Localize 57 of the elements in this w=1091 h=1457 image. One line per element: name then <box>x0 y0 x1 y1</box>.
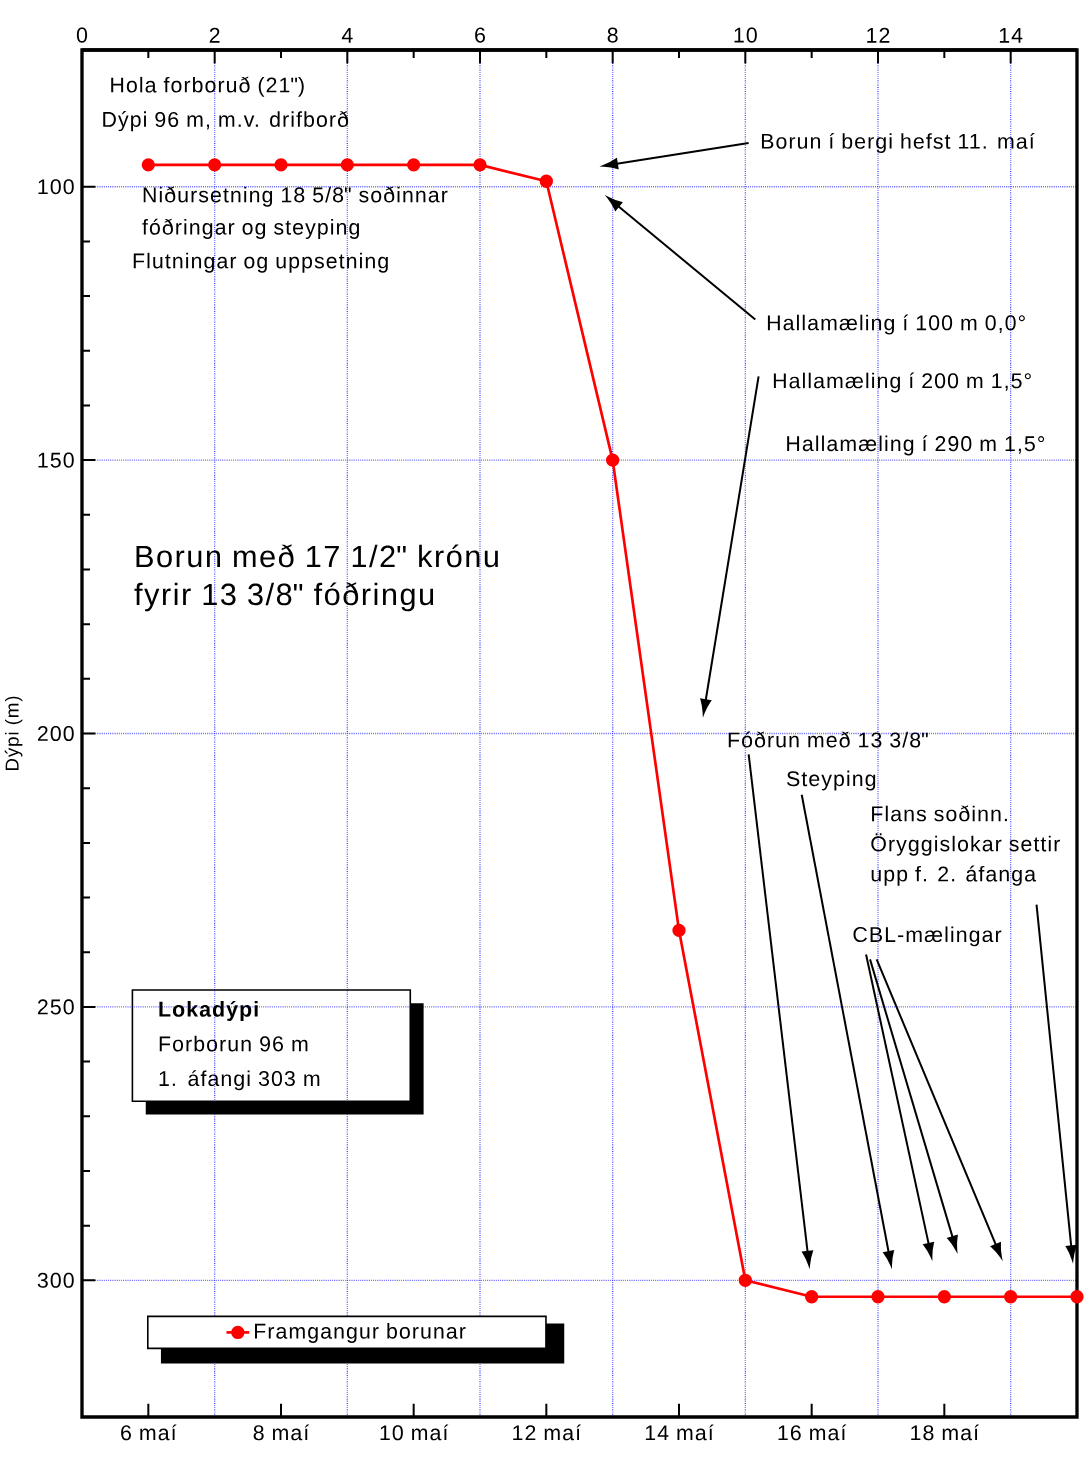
y-axis-title: Dýpi (m) <box>4 696 23 771</box>
x2-tick-label: 2 <box>209 27 220 43</box>
annotation: Hallamæling í 290 m 1,5° <box>787 435 1045 456</box>
annotation: Steyping <box>787 770 876 791</box>
x-tick-label: 8 maí <box>253 1424 310 1441</box>
point <box>406 158 421 172</box>
x2-tick-label: 14 <box>999 27 1023 43</box>
x2-tick-label: 6 <box>475 27 485 43</box>
annotation: upp f. 2. áfanga <box>871 865 1037 886</box>
annotation: Borun í bergi hefst 11. maí <box>761 132 1035 154</box>
annotation: Hola forboruð (21") <box>111 76 304 97</box>
annotation: Hallamæling í 200 m 1,5° <box>773 372 1031 393</box>
point <box>340 158 354 172</box>
annotation: Niðursetning 18 5/8" soðinnar <box>143 186 448 207</box>
x2-tick-label: 4 <box>341 27 353 43</box>
y-tick-label: 250 <box>37 999 74 1015</box>
point <box>1070 1290 1084 1304</box>
x2-tick-label: 0 <box>76 27 88 43</box>
x-tick-label: 16 maí <box>778 1424 847 1441</box>
y-tick-label: 200 <box>37 725 74 742</box>
annotation: Flans soðinn. <box>872 805 1007 822</box>
x-tick-label: 12 maí <box>513 1424 581 1441</box>
point <box>672 923 686 938</box>
annotation: Flutningar og uppsetning <box>133 252 388 273</box>
annotation: fóðringar og steyping <box>142 218 359 239</box>
annotation: fyrir 13 3/8" fóðringu <box>134 582 434 612</box>
annotation: Lokadýpi <box>159 1000 258 1021</box>
x-tick-label: 18 maí <box>911 1424 979 1441</box>
x2-tick-label: 12 <box>867 27 890 43</box>
x-tick-label: 14 maí <box>645 1424 714 1441</box>
annotation: Fóðrun með 13 3/8" <box>728 731 928 748</box>
y-tick-label: 100 <box>38 179 74 195</box>
x-tick-label: 6 maí <box>121 1424 177 1441</box>
x2-tick-label: 10 <box>734 27 757 43</box>
x-tick-label: 10 maí <box>380 1424 449 1441</box>
point <box>605 453 620 467</box>
point <box>937 1290 951 1304</box>
point <box>141 158 156 172</box>
point <box>871 1290 885 1304</box>
y-tick-label: 150 <box>38 452 74 468</box>
point <box>539 174 553 188</box>
point <box>274 158 288 172</box>
point <box>738 1273 753 1287</box>
annotation: 1. áfangi 303 m <box>159 1070 320 1091</box>
point <box>1003 1290 1018 1304</box>
point <box>804 1290 819 1304</box>
point <box>207 158 222 172</box>
x2-tick-label: 8 <box>607 27 618 43</box>
annotation: Hallamæling í 100 m 0,0° <box>767 314 1025 335</box>
annotation: CBL-mælingar <box>853 926 1002 947</box>
annotation: Forborun 96 m <box>159 1035 308 1052</box>
point <box>473 158 487 172</box>
annotation: Borun með 17 1/2" krónu <box>136 544 498 568</box>
annotation: Öryggislokar settir <box>871 833 1060 856</box>
y-tick-label: 300 <box>37 1272 74 1288</box>
legend-label: Framgangur borunar <box>254 1323 466 1343</box>
annotation: Dýpi 96 m, m.v. drifborð <box>103 111 349 132</box>
